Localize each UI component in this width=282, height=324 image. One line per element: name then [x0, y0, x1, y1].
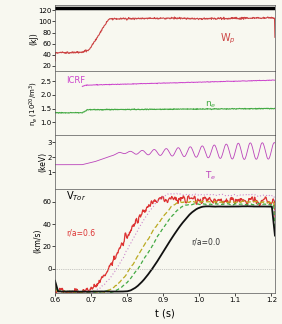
Text: n$_e$: n$_e$: [204, 99, 216, 110]
Text: ICRF: ICRF: [66, 76, 85, 85]
X-axis label: t (s): t (s): [155, 308, 175, 318]
Text: r/a=0.0: r/a=0.0: [191, 237, 221, 246]
Y-axis label: (kJ): (kJ): [29, 32, 38, 44]
Y-axis label: n$_e$ (10$^{20}$/m$^3$): n$_e$ (10$^{20}$/m$^3$): [28, 81, 40, 125]
Y-axis label: (keV): (keV): [38, 152, 47, 172]
Text: W$_p$: W$_p$: [220, 32, 236, 46]
Text: V$_{Tor}$: V$_{Tor}$: [66, 189, 86, 203]
Y-axis label: (km/s): (km/s): [34, 229, 43, 253]
Text: T$_e$: T$_e$: [204, 170, 216, 182]
Text: r/a=0.6: r/a=0.6: [66, 229, 95, 238]
